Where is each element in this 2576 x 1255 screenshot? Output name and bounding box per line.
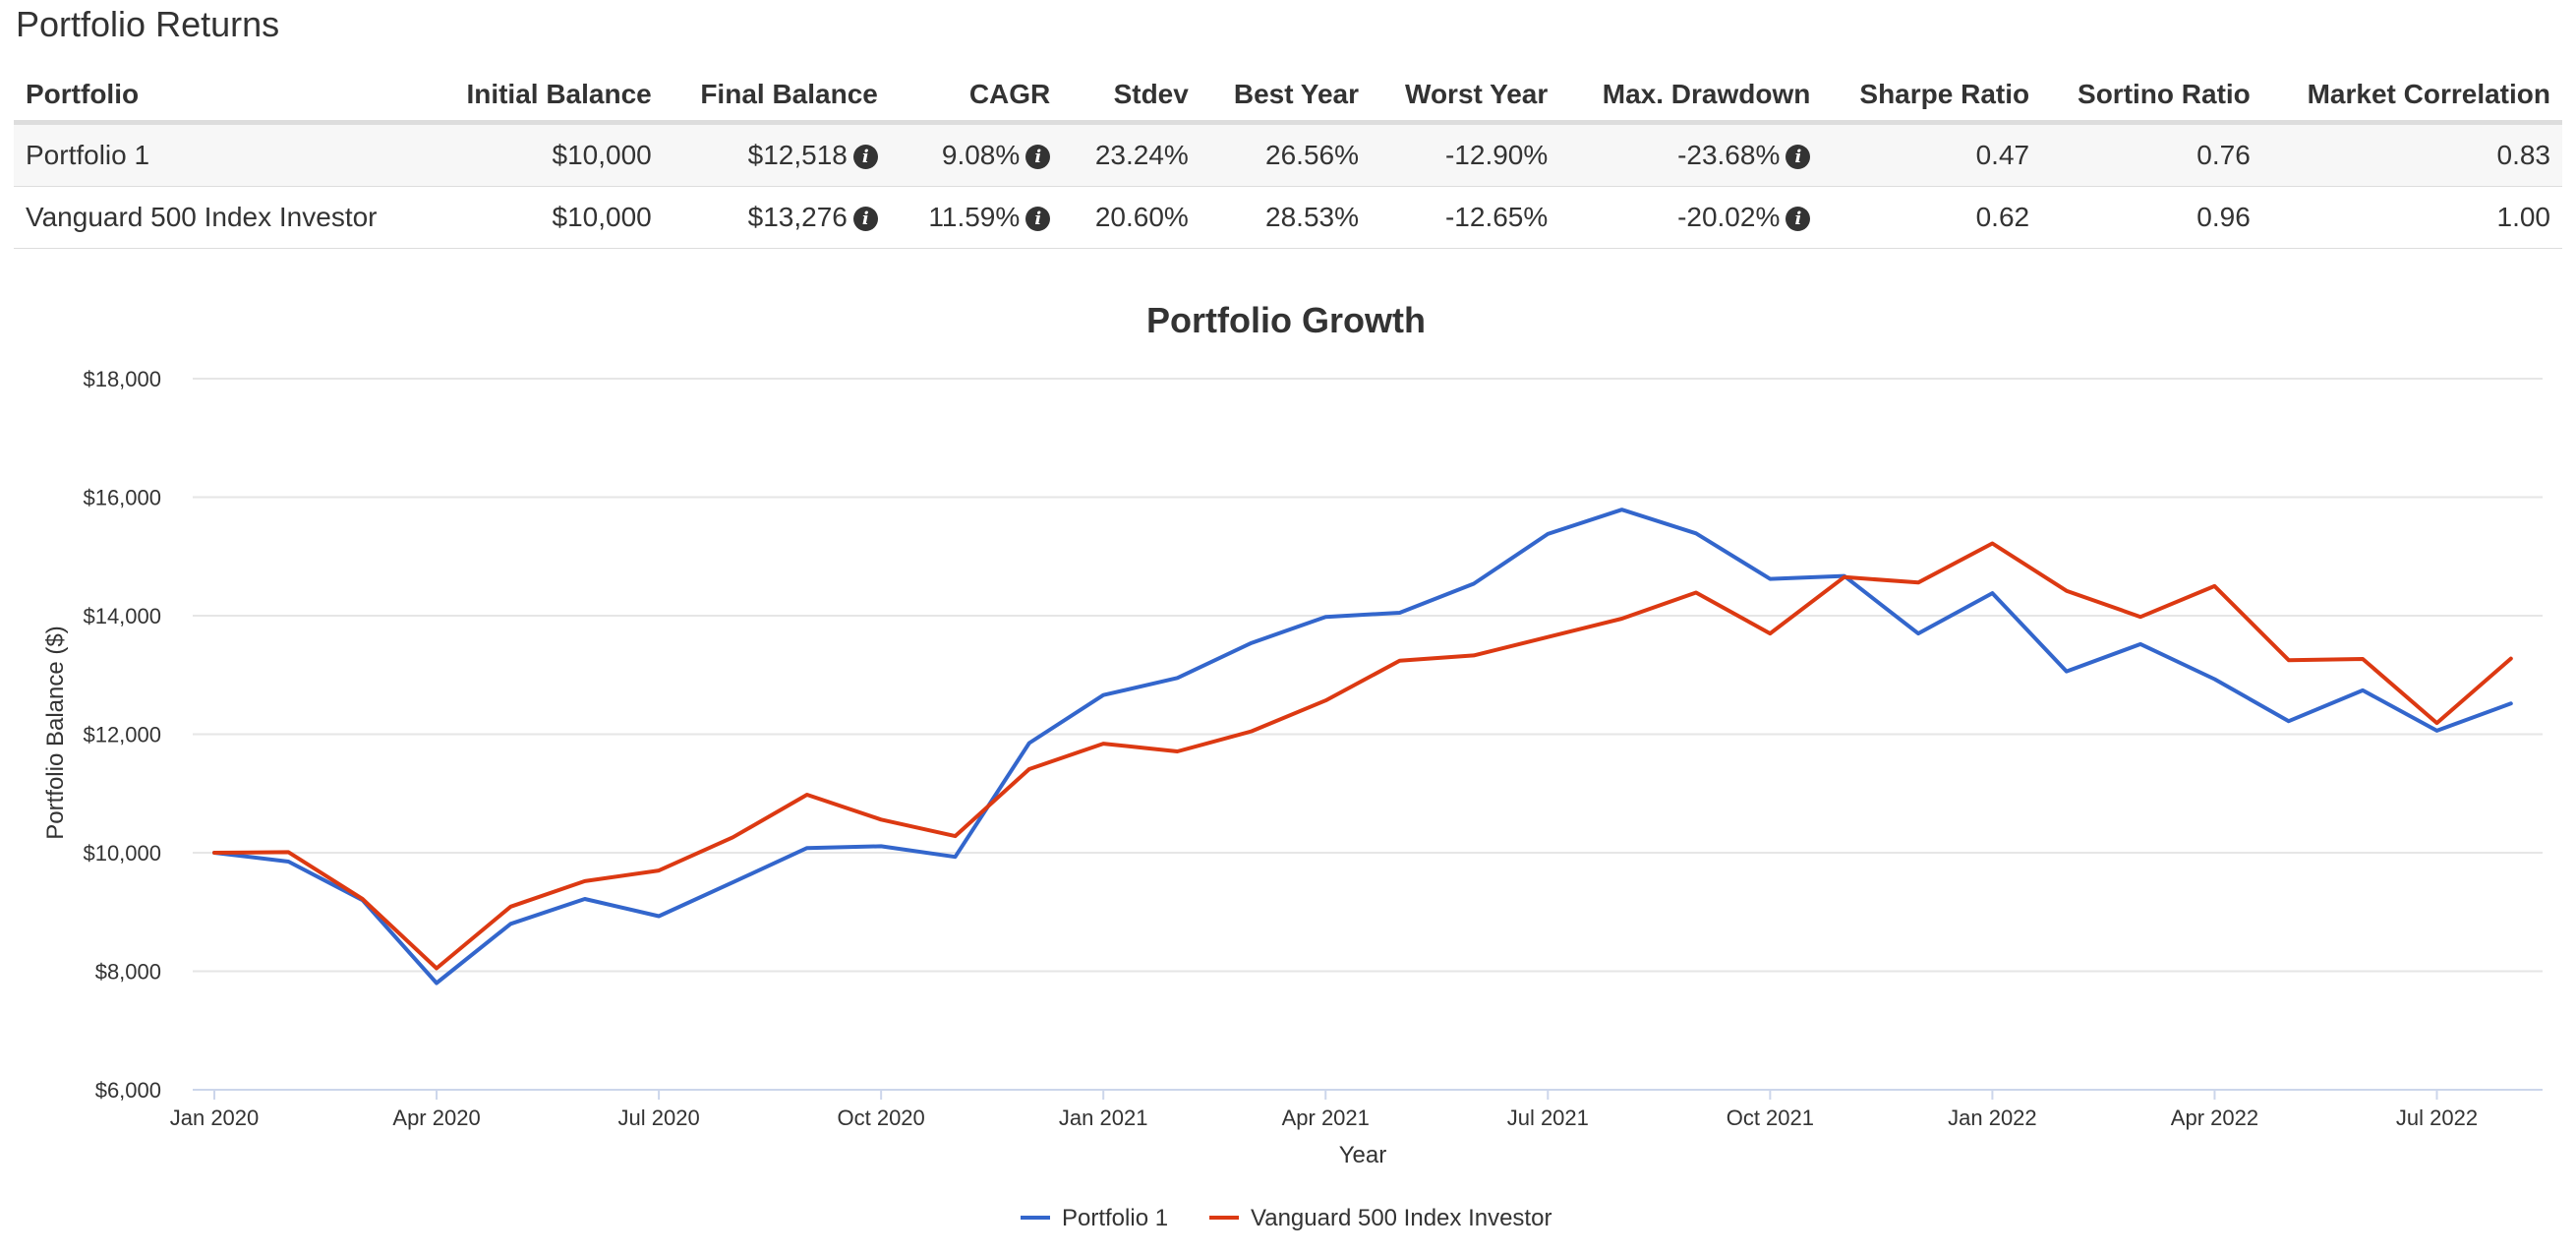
cagr-value: 9.08% bbox=[941, 140, 1021, 170]
y-tick-label: $12,000 bbox=[83, 723, 161, 747]
col-header-stdev[interactable]: Stdev bbox=[1062, 69, 1200, 125]
cell-final-balance: $13,276 i bbox=[663, 186, 890, 249]
y-tick-label: $6,000 bbox=[95, 1078, 161, 1103]
x-tick-label: Jan 2021 bbox=[1059, 1106, 1148, 1130]
y-tick-label: $14,000 bbox=[83, 604, 161, 628]
final-balance-value: $12,518 bbox=[747, 140, 848, 170]
x-tick-label: Jul 2022 bbox=[2396, 1106, 2478, 1130]
info-icon[interactable]: i bbox=[1786, 145, 1811, 169]
x-tick-label: Jan 2020 bbox=[170, 1106, 260, 1130]
cell-sharpe-ratio: 0.62 bbox=[1822, 186, 2042, 249]
legend-label: Vanguard 500 Index Investor bbox=[1251, 1205, 1551, 1231]
cagr-value: 11.59% bbox=[928, 202, 1021, 232]
page-title: Portfolio Returns bbox=[16, 4, 280, 44]
x-tick-label: Jul 2020 bbox=[618, 1106, 700, 1130]
legend-label: Portfolio 1 bbox=[1062, 1205, 1168, 1231]
col-header-sortino-ratio[interactable]: Sortino Ratio bbox=[2041, 69, 2262, 125]
col-header-best-year[interactable]: Best Year bbox=[1200, 69, 1371, 125]
cell-best-year: 28.53% bbox=[1200, 186, 1371, 249]
x-tick-label: Oct 2020 bbox=[838, 1106, 925, 1130]
legend-item[interactable]: Vanguard 500 Index Investor bbox=[1209, 1205, 1551, 1231]
cell-worst-year: -12.90% bbox=[1370, 122, 1560, 187]
y-tick-label: $8,000 bbox=[95, 960, 161, 985]
col-header-max-drawdown[interactable]: Max. Drawdown bbox=[1559, 69, 1823, 125]
cell-max-drawdown: -20.02% i bbox=[1559, 186, 1823, 249]
max-drawdown-value: -23.68% bbox=[1677, 140, 1781, 170]
col-header-final-balance[interactable]: Final Balance bbox=[663, 69, 890, 125]
x-axis-ticks: Jan 2020 Apr 2020 Jul 2020 Oct 2020 Jan 2021… bbox=[170, 1090, 2478, 1130]
table-row: Vanguard 500 Index Investor $10,000 $13,… bbox=[14, 186, 2562, 249]
series-lines bbox=[212, 508, 2513, 986]
x-tick-label: Apr 2022 bbox=[2171, 1106, 2258, 1130]
y-tick-label: $16,000 bbox=[83, 486, 161, 510]
legend-item[interactable]: Portfolio 1 bbox=[1021, 1205, 1168, 1231]
cell-portfolio-name: Portfolio 1 bbox=[14, 122, 433, 187]
y-tick-label: $10,000 bbox=[83, 841, 161, 866]
x-tick-label: Jan 2022 bbox=[1948, 1106, 2037, 1130]
y-axis-ticks: $6,000 $8,000 $10,000 $12,000 $14,000 $16,000… bbox=[83, 367, 161, 1103]
info-icon[interactable]: i bbox=[1025, 145, 1051, 169]
cell-market-correlation: 1.00 bbox=[2261, 186, 2562, 249]
cell-worst-year: -12.65% bbox=[1370, 186, 1560, 249]
portfolio-returns-table: Portfolio Initial Balance Final Balance … bbox=[14, 69, 2562, 249]
table-row: Portfolio 1 $10,000 $12,518 i 9.08% i 23.2… bbox=[14, 122, 2562, 187]
final-balance-value: $13,276 bbox=[747, 202, 848, 232]
cell-initial-balance: $10,000 bbox=[432, 122, 664, 187]
cell-initial-balance: $10,000 bbox=[432, 186, 664, 249]
x-tick-label: Oct 2021 bbox=[1727, 1106, 1814, 1130]
info-icon[interactable]: i bbox=[852, 207, 878, 231]
cell-portfolio-name: Vanguard 500 Index Investor bbox=[14, 186, 433, 249]
cell-sortino-ratio: 0.96 bbox=[2041, 186, 2262, 249]
cell-sortino-ratio: 0.76 bbox=[2041, 122, 2262, 187]
x-tick-label: Jul 2021 bbox=[1507, 1106, 1589, 1130]
cell-market-correlation: 0.83 bbox=[2261, 122, 2562, 187]
series-line-portfolio-1[interactable] bbox=[212, 508, 2513, 986]
grid-lines bbox=[193, 378, 2543, 973]
cell-best-year: 26.56% bbox=[1200, 122, 1371, 187]
cell-cagr: 9.08% i bbox=[889, 122, 1063, 187]
y-tick-label: $18,000 bbox=[83, 367, 161, 391]
col-header-sharpe-ratio[interactable]: Sharpe Ratio bbox=[1822, 69, 2042, 125]
chart-title: Portfolio Growth bbox=[1146, 300, 1426, 340]
info-icon[interactable]: i bbox=[1025, 207, 1051, 231]
cell-cagr: 11.59% i bbox=[889, 186, 1063, 249]
info-icon[interactable]: i bbox=[1786, 207, 1811, 231]
cell-max-drawdown: -23.68% i bbox=[1559, 122, 1823, 187]
x-tick-label: Apr 2020 bbox=[392, 1106, 480, 1130]
col-header-portfolio[interactable]: Portfolio bbox=[14, 69, 433, 125]
x-tick-label: Apr 2021 bbox=[1282, 1106, 1370, 1130]
col-header-initial-balance[interactable]: Initial Balance bbox=[432, 69, 664, 125]
cell-sharpe-ratio: 0.47 bbox=[1822, 122, 2042, 187]
cell-final-balance: $12,518 i bbox=[663, 122, 890, 187]
cell-stdev: 23.24% bbox=[1062, 122, 1200, 187]
legend: Portfolio 1 Vanguard 500 Index Investor bbox=[1021, 1205, 1551, 1231]
series-line-vanguard-500[interactable] bbox=[212, 541, 2513, 971]
col-header-cagr[interactable]: CAGR bbox=[889, 69, 1063, 125]
y-axis-title: Portfolio Balance ($) bbox=[42, 626, 69, 839]
col-header-market-correlation[interactable]: Market Correlation bbox=[2261, 69, 2562, 125]
info-icon[interactable]: i bbox=[852, 145, 878, 169]
max-drawdown-value: -20.02% bbox=[1677, 202, 1781, 232]
cell-stdev: 20.60% bbox=[1062, 186, 1200, 249]
col-header-worst-year[interactable]: Worst Year bbox=[1370, 69, 1560, 125]
x-axis-title: Year bbox=[1339, 1142, 1387, 1168]
portfolio-growth-chart: Portfolio Growth $6,000 $8,000 $10,000 $12,… bbox=[42, 300, 2543, 1231]
table-header-row: Portfolio Initial Balance Final Balance … bbox=[14, 69, 2562, 125]
